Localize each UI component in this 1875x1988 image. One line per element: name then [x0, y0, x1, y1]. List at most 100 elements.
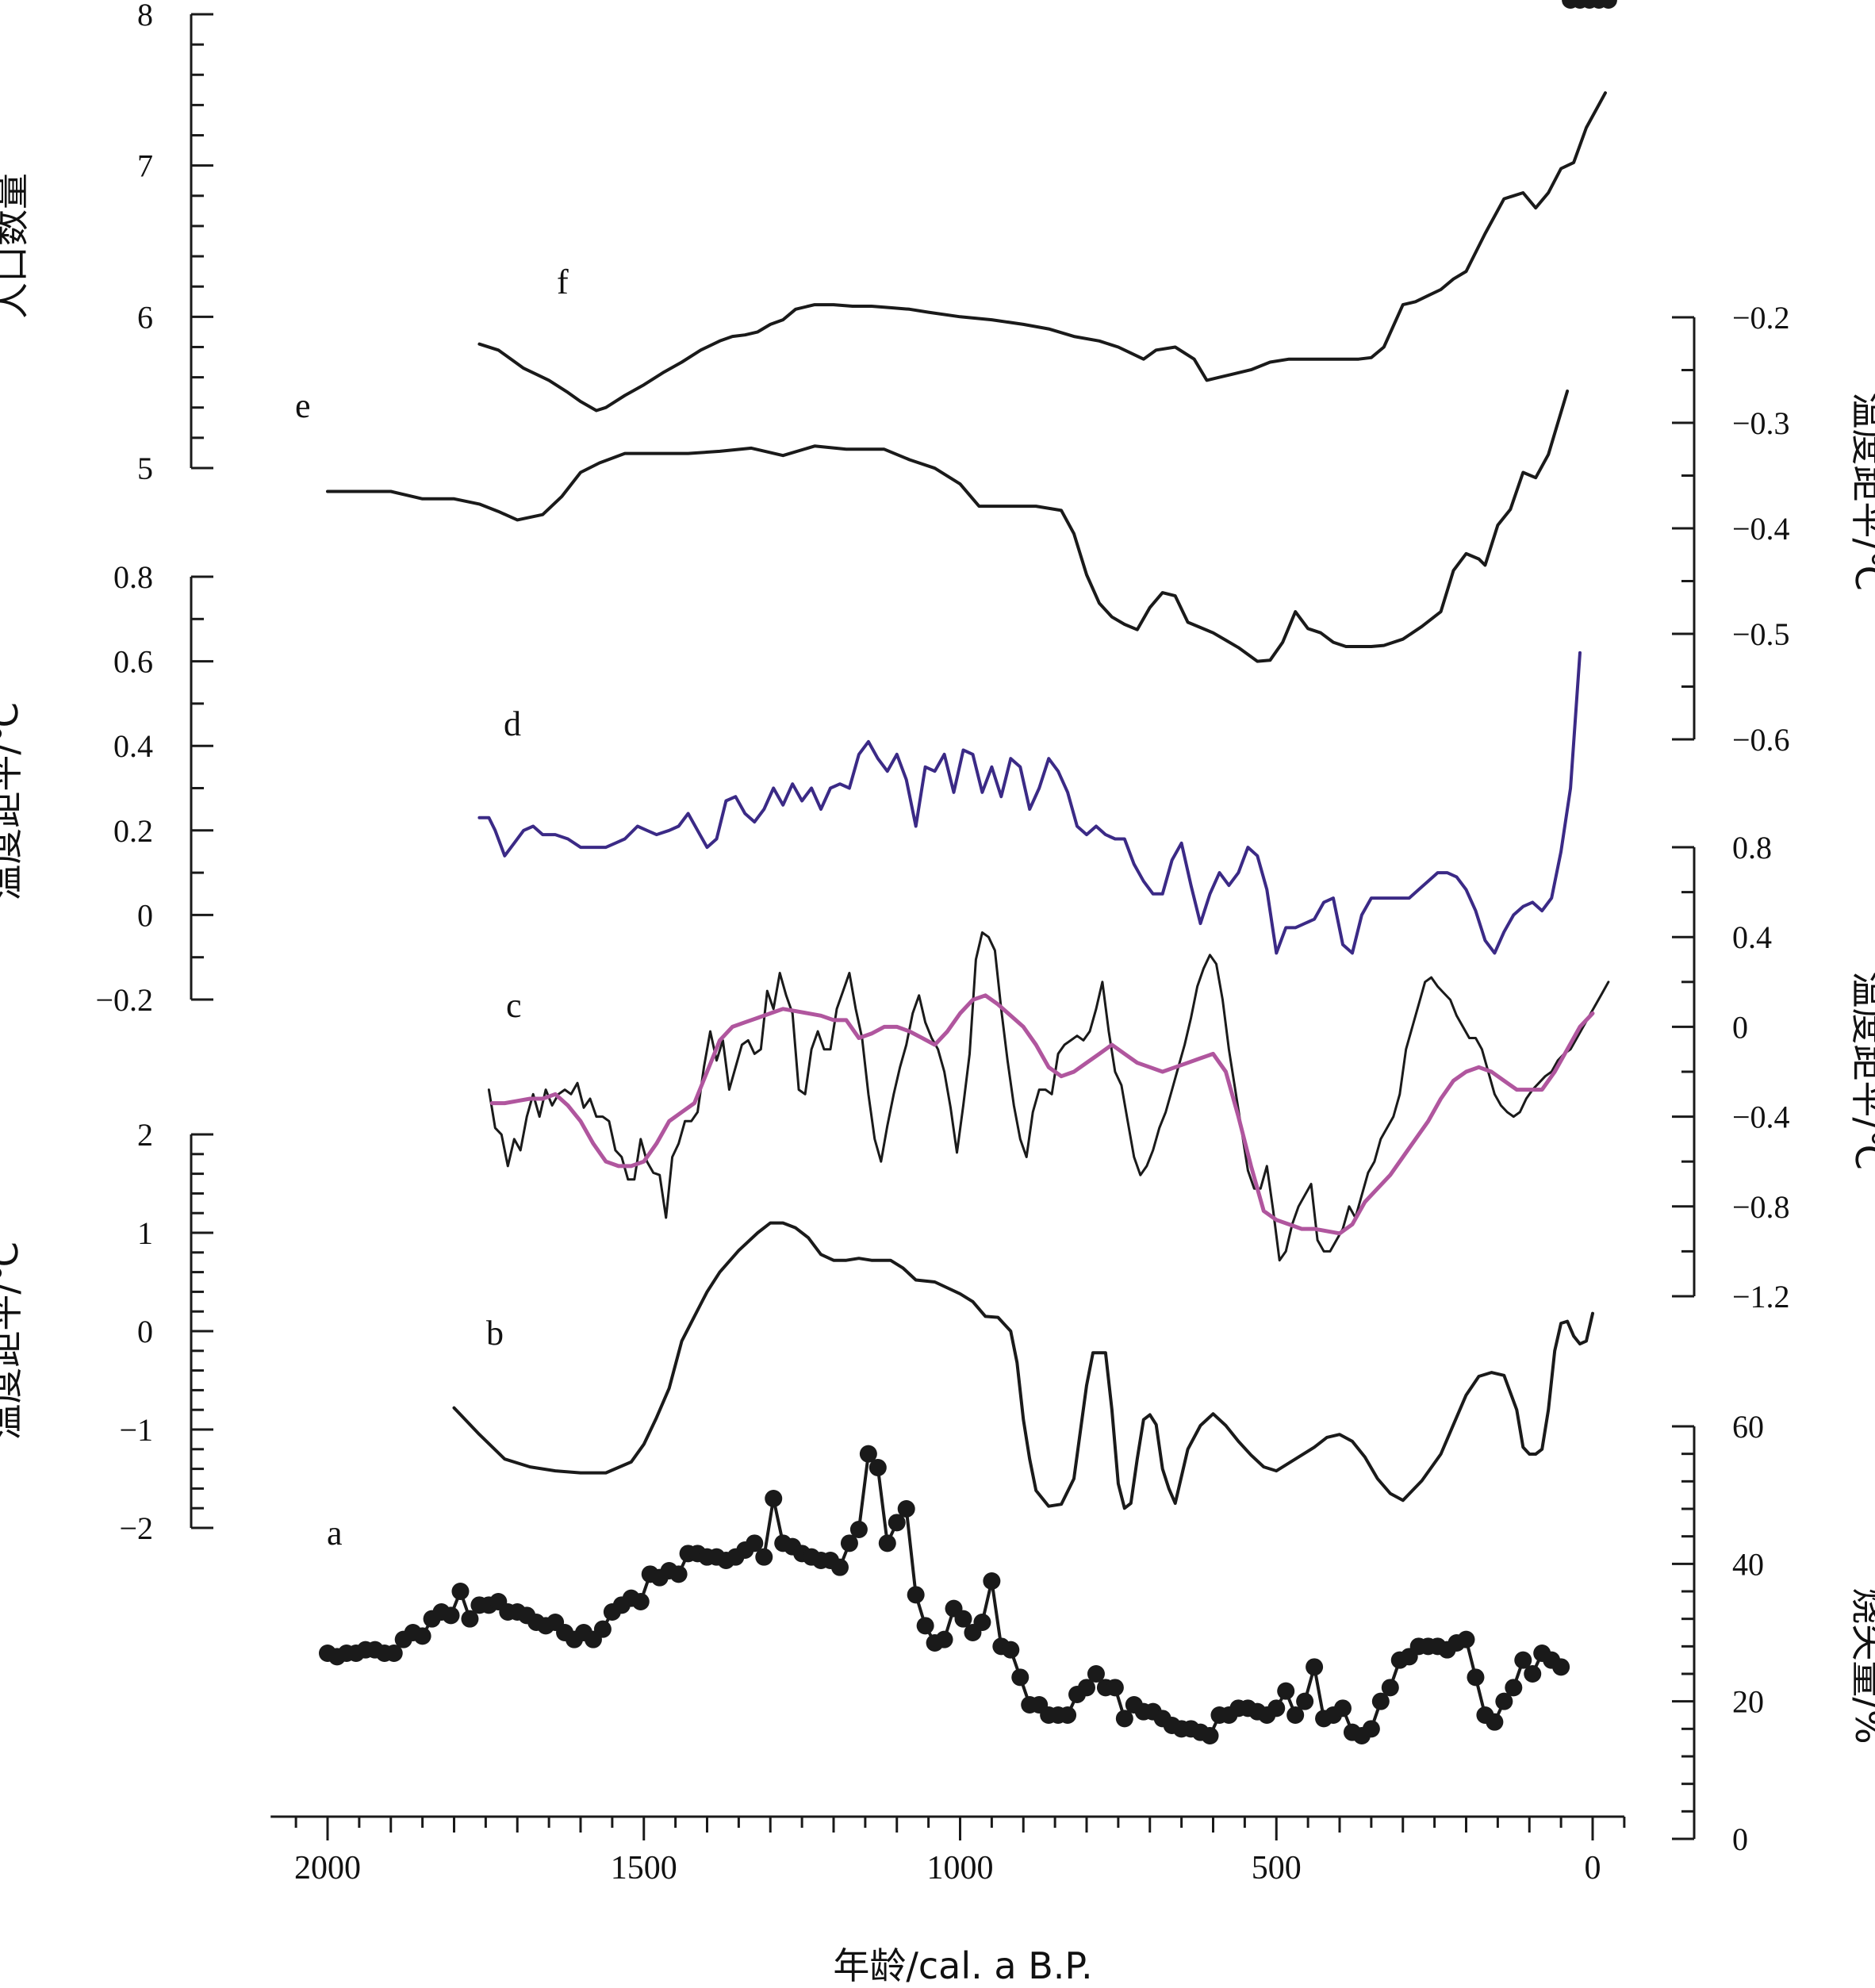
y-tick-label-c: −0.4 [1732, 1100, 1790, 1135]
y-tick-label-b: −1 [119, 1412, 153, 1448]
series-line-f-0 [477, 91, 1607, 413]
y-tick-label-e: −0.5 [1732, 616, 1790, 652]
series-line-c-0 [487, 931, 1610, 1262]
y-tick-label-e: −0.4 [1732, 511, 1790, 547]
data-point-a [1333, 1699, 1352, 1717]
data-point-a [1486, 1713, 1504, 1731]
y-tick-label-f: 7 [137, 148, 153, 184]
data-point-a [1011, 1668, 1030, 1687]
data-point-a [746, 1534, 764, 1552]
y-tick-label-a: 20 [1732, 1684, 1764, 1720]
panel-c: −1.2 −0.8 −0.4 0 0.4 0.8 温度距平/℃ c [487, 830, 1875, 1314]
y-tick-label-a: 0 [1732, 1821, 1748, 1857]
data-point-a [1296, 1692, 1314, 1710]
data-point-a [849, 1521, 868, 1538]
data-point-a [1201, 1727, 1219, 1744]
y-tick-label-f: 6 [137, 299, 153, 335]
data-point-a [935, 1630, 953, 1648]
data-point-a [1078, 1679, 1095, 1697]
data-point-a [907, 1586, 925, 1604]
data-point-a [830, 1558, 849, 1576]
y-tick-label-a: 60 [1732, 1409, 1764, 1445]
y-tick-label-b: 0 [137, 1314, 153, 1349]
panel-b: −2 −1 0 1 2 温度距平/℃ b [0, 1117, 1594, 1546]
data-point-a [897, 1500, 915, 1518]
data-point-a [755, 1548, 773, 1566]
y-tick-label-c: 0.4 [1732, 919, 1772, 955]
y-tick-label-e: −0.3 [1732, 405, 1790, 441]
data-point-a [461, 1610, 479, 1628]
panel-d: −0.2 0 0.2 0.4 0.6 0.8 温度距平/℃ d [0, 559, 1582, 1018]
y-tick-label-c: −1.2 [1732, 1279, 1790, 1314]
y-tick-label-f: 8 [137, 0, 153, 33]
data-point-a [1115, 1710, 1133, 1728]
data-point-a [1599, 0, 1617, 9]
y-tick-label-d: 0.8 [113, 559, 153, 595]
data-point-a [442, 1606, 460, 1625]
y-axis-title-f: 人口数量 [0, 173, 33, 319]
data-point-a [1371, 1692, 1390, 1710]
panel-a: 0 20 40 60 烧失量/% a [319, 0, 1875, 1857]
x-axis-title: 年龄/cal. a B.P. [833, 1944, 1092, 1987]
y-axis-title-b: 温度距平/℃ [0, 1241, 26, 1440]
y-axis-title-d: 温度距平/℃ [0, 701, 26, 900]
y-tick-label-c: −0.8 [1732, 1189, 1790, 1225]
panel-label-e: e [295, 386, 311, 425]
data-point-a [1059, 1706, 1077, 1724]
y-tick-label-c: 0.8 [1732, 830, 1772, 865]
data-point-a [1267, 1699, 1286, 1717]
data-point-a [973, 1614, 991, 1631]
data-point-a [385, 1645, 403, 1662]
data-point-a [1277, 1682, 1295, 1700]
data-point-a [868, 1459, 887, 1476]
x-tick-label: 2000 [294, 1850, 361, 1886]
data-point-a [451, 1583, 470, 1600]
data-point-a [669, 1565, 688, 1583]
data-point-a [1362, 1720, 1380, 1738]
data-point-a [631, 1593, 650, 1610]
data-point-a [1524, 1665, 1542, 1683]
data-point-a [413, 1627, 431, 1645]
y-axis-title-e: 温度距平/℃ [1847, 392, 1875, 591]
y-tick-label-c: 0 [1732, 1009, 1748, 1045]
data-point-a [878, 1534, 896, 1552]
data-point-a [1002, 1641, 1020, 1659]
panel-label-b: b [486, 1314, 504, 1353]
data-point-a [983, 1572, 1001, 1590]
data-point-a [1381, 1679, 1399, 1697]
series-line-c-1 [489, 993, 1595, 1236]
x-tick-label: 1000 [927, 1850, 994, 1886]
y-tick-label-d: 0.4 [113, 728, 153, 764]
data-point-a [1467, 1668, 1485, 1687]
y-tick-label-d: 0.2 [113, 813, 153, 849]
data-point-a [593, 1620, 612, 1638]
panel-e: −0.6 −0.5 −0.4 −0.3 −0.2 温度距平/℃ e [295, 300, 1875, 758]
series-line-a-0 [326, 1452, 1563, 1737]
data-point-a [840, 1534, 858, 1552]
y-tick-label-b: −2 [119, 1510, 153, 1546]
panel-label-c: c [506, 986, 522, 1025]
panel-f: 5 6 7 8 人口数量 f [0, 0, 1607, 486]
panel-label-f: f [557, 263, 569, 301]
data-point-a [1552, 1658, 1570, 1676]
data-point-a [916, 1617, 934, 1635]
panel-label-d: d [504, 704, 521, 743]
y-tick-label-f: 5 [137, 451, 153, 486]
series-line-e-0 [326, 390, 1570, 663]
series-line-b-0 [452, 1221, 1594, 1510]
series-line-d-0 [477, 651, 1582, 955]
data-point-a [859, 1445, 877, 1463]
y-tick-label-e: −0.2 [1732, 300, 1790, 336]
y-tick-label-b: 2 [137, 1117, 153, 1153]
y-axis-title-c: 温度距平/℃ [1847, 971, 1875, 1170]
data-point-a [1286, 1706, 1305, 1724]
data-point-a [1106, 1679, 1124, 1697]
data-point-a [1457, 1630, 1475, 1648]
data-point-a [1505, 1679, 1523, 1697]
data-point-a [954, 1610, 972, 1628]
y-tick-label-d: −0.2 [95, 982, 153, 1018]
data-point-a [1514, 1651, 1532, 1669]
panel-label-a: a [327, 1514, 343, 1552]
